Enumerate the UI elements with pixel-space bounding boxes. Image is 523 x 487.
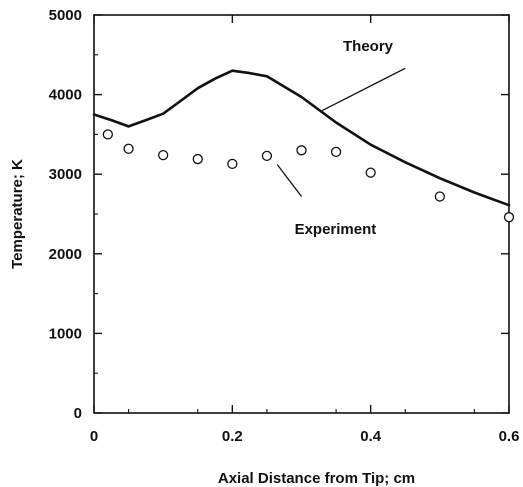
- plot-frame: [93, 14, 510, 414]
- x-axis-ticks: 0 0.2 0.4 0.6: [90, 15, 520, 445]
- experiment-point: [434, 191, 445, 202]
- y-axis-ticks: 0 1000 2000 3000 4000 5000: [49, 7, 509, 422]
- experiment-series: [102, 129, 515, 223]
- y-tick-label: 2000: [49, 246, 82, 263]
- experiment-point: [365, 167, 376, 178]
- theory-line: [92, 69, 511, 207]
- annotation-leader-line: [321, 67, 406, 112]
- y-axis-title: Temperature; K: [9, 159, 26, 269]
- x-tick-label: 0.2: [222, 428, 243, 445]
- experiment-point: [123, 143, 134, 154]
- y-tick-label: 5000: [49, 7, 82, 24]
- x-tick-label: 0.4: [360, 428, 382, 445]
- y-tick-label: 1000: [49, 325, 82, 342]
- experiment-point: [503, 212, 515, 223]
- experiment-point: [102, 129, 113, 140]
- annotation-label: Experiment: [295, 221, 377, 238]
- plot-border: [93, 14, 510, 414]
- theory-series: [92, 69, 511, 207]
- annotations: Theory Experiment: [276, 38, 406, 238]
- experiment-point: [330, 146, 342, 158]
- experiment-point: [296, 145, 307, 156]
- y-tick-label: 3000: [49, 166, 82, 183]
- experiment-point: [158, 149, 169, 161]
- annotation-leader-line: [276, 164, 303, 197]
- experiment-point: [192, 153, 203, 165]
- x-axis-title: Axial Distance from Tip; cm: [218, 470, 415, 487]
- annotation-label: Theory: [343, 38, 394, 55]
- x-tick-label: 0: [90, 428, 98, 445]
- experiment-point: [227, 158, 238, 170]
- y-tick-label: 0: [74, 405, 82, 422]
- experiment-point: [261, 150, 273, 162]
- x-tick-label: 0.6: [499, 428, 520, 445]
- y-tick-label: 4000: [49, 87, 82, 104]
